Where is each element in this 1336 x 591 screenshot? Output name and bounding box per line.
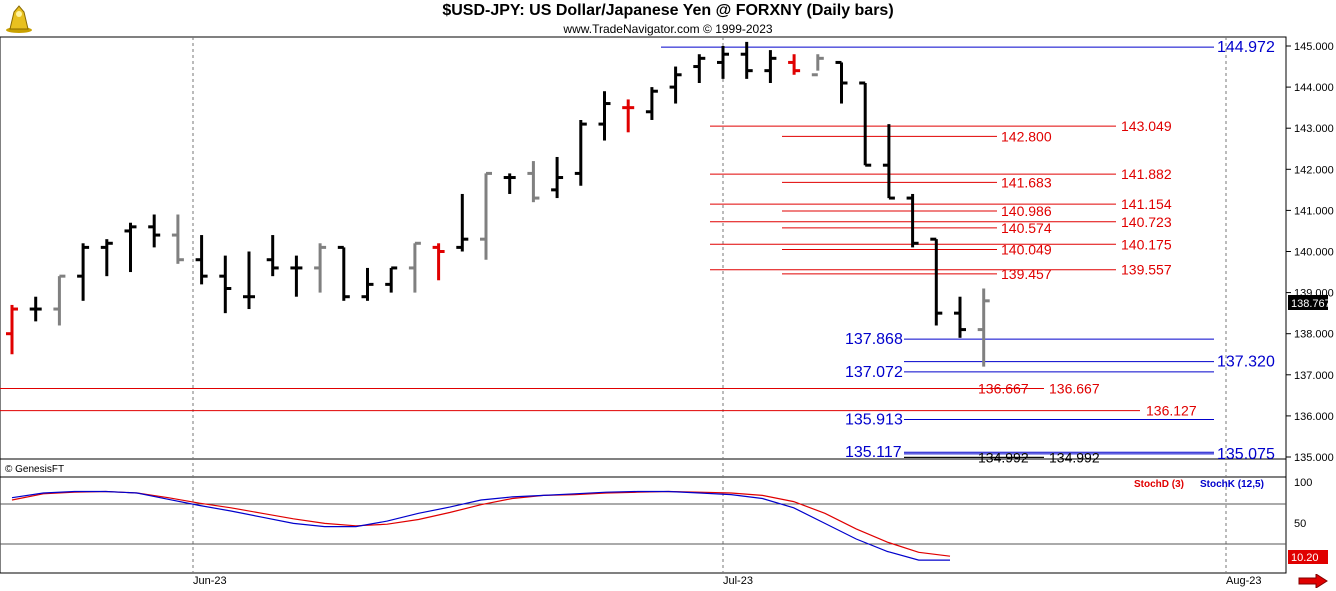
ohlc-bar [527,161,540,203]
ohlc-bar [859,81,872,167]
level-label: 141.683 [1001,174,1052,190]
y-tick-label: 140.000 [1294,247,1334,259]
ohlc-bar [480,171,492,260]
level-label: 137.868 [845,331,903,348]
ohlc-bar [551,156,564,199]
ohlc-bar [693,54,706,83]
ohlc-bar [408,241,421,293]
ohlc-bar [764,50,777,83]
ohlc-bar [930,237,943,326]
stoch-k-legend: StochK (12,5) [1200,479,1264,490]
stoch-last-badge [1288,550,1328,564]
x-tick-jun: Jun-23 [193,575,227,587]
chart-subtitle: www.TradeNavigator.com © 1999-2023 [563,22,773,36]
level-label: 134.992 [1049,449,1100,465]
ohlc-bar [77,243,90,301]
stoch-d-legend: StochD (3) [1134,479,1184,490]
price-axis: 145.000 144.000 143.000 142.000 141.000 140.0… [1286,41,1334,464]
copyright-label: © GenesisFT [5,464,64,475]
y-tick-label: 136.000 [1294,411,1334,423]
ohlc-bar [195,235,208,285]
level-label: 143.049 [1121,118,1172,134]
level-label: 137.320 [1217,354,1275,371]
level-label: 144.972 [1217,39,1275,56]
y-tick-label: 135.000 [1294,452,1334,464]
level-label: 140.986 [1001,203,1052,219]
ohlc-bar [361,267,374,301]
ohlc-bar [171,214,184,264]
ohlc-bar [906,193,919,248]
level-label: 137.072 [845,364,903,381]
genesis-logo-icon [6,5,32,33]
ohlc-bar [977,288,990,367]
x-tick-jul: Jul-23 [723,575,753,587]
ohlc-bar [669,66,682,104]
level-label: 140.723 [1121,214,1172,230]
level-label: 140.049 [1001,241,1052,257]
level-label: 139.557 [1121,262,1172,278]
y-tick-label: 143.000 [1294,123,1334,135]
ohlc-bar [100,239,113,277]
ohlc-bars [6,41,990,367]
y-tick-label: 138.000 [1294,329,1334,341]
ohlc-bar [598,91,611,141]
level-label: 141.154 [1121,196,1172,212]
stochastic-lines [11,490,951,561]
ohlc-bar [645,87,658,120]
ohlc-bar [337,245,350,301]
ohlc-bar [148,214,161,248]
stoch-tick-50: 50 [1294,518,1306,530]
ohlc-bar [882,124,895,200]
ohlc-bar [314,243,327,293]
y-tick-label: 145.000 [1294,41,1334,53]
ohlc-bar [503,173,516,194]
y-tick-label: 142.000 [1294,164,1334,176]
scroll-right-arrow-icon[interactable] [1298,574,1328,588]
ohlc-bar [266,235,279,277]
y-tick-label: 144.000 [1294,82,1334,94]
ohlc-bar [717,46,729,79]
level-label: 141.882 [1121,166,1172,182]
ohlc-bar [290,255,303,297]
ohlc-bar [432,243,445,281]
level-label: 140.175 [1121,236,1172,252]
ohlc-bar [243,251,255,310]
level-label: 139.457 [1001,266,1052,282]
last-price-badge [1288,295,1328,310]
level-label: 135.117 [845,444,902,461]
ohlc-bar [29,296,42,322]
ohlc-bar [954,296,966,338]
stoch-d-line [11,490,951,557]
y-tick-label: 137.000 [1294,370,1334,382]
ohlc-bar [53,274,66,326]
ohlc-bar [622,99,635,133]
level-label: 142.800 [1001,128,1052,144]
level-label: 140.574 [1001,220,1052,236]
stoch-k-line [11,490,950,561]
ohlc-bar [124,222,137,273]
level-label: 135.913 [845,411,903,428]
chart-title: $USD-JPY: US Dollar/Japanese Yen @ FORXN… [442,2,894,19]
ohlc-bar [456,193,469,252]
ohlc-bar [219,255,232,314]
level-label: 136.127 [1146,403,1197,419]
ohlc-bar [788,54,801,75]
ohlc-bar [835,60,848,104]
stoch-tick-100: 100 [1294,477,1312,489]
ohlc-bar [385,266,398,293]
last-price-value: 138.767 [1291,298,1331,310]
ohlc-bar [574,119,587,186]
level-label: 135.075 [1217,446,1275,463]
x-tick-aug: Aug-23 [1226,575,1261,587]
ohlc-bar [6,304,18,355]
y-tick-label: 141.000 [1294,205,1334,217]
stoch-last-value: 10.20 [1291,552,1319,564]
ohlc-bar [740,41,753,79]
level-label: 136.667 [1049,380,1100,396]
support-resistance-levels: 144.972 143.049 142.800 141.882 141.683 141.1… [0,39,1275,465]
ohlc-bar [811,54,824,77]
